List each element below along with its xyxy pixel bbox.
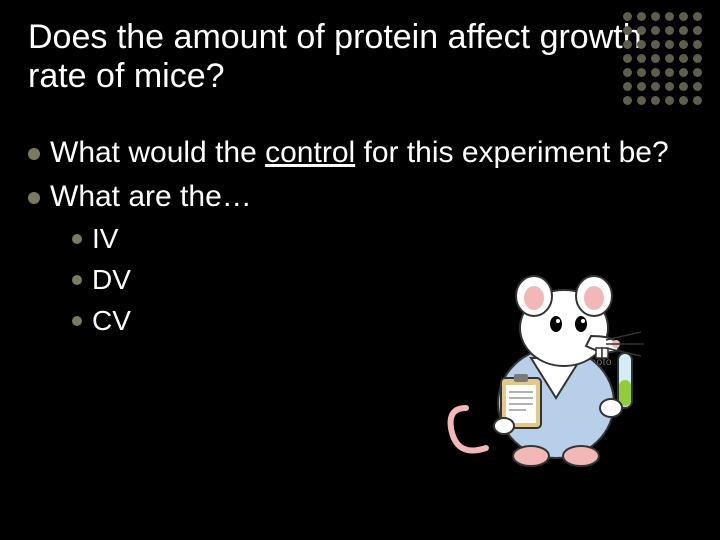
bullet-text: CV — [92, 303, 131, 338]
bullet-text-underlined: control — [265, 136, 355, 169]
bullet-text: IV — [92, 221, 118, 256]
bullet-text: for this experiment be? — [355, 136, 669, 169]
sub-bullet-iv: IV — [72, 221, 692, 256]
lab-mouse-illustration — [446, 258, 666, 468]
bullet-dot-icon — [28, 148, 40, 160]
corner-dot-grid — [623, 12, 702, 105]
bullet-dot-icon — [72, 234, 82, 244]
bullet-text: What would the — [50, 136, 265, 169]
bullet-dot-icon — [28, 192, 40, 204]
bullet-dot-icon — [72, 316, 82, 326]
bullet-control-question: What would the control for this experime… — [28, 134, 692, 172]
bullet-dot-icon — [72, 275, 82, 285]
bullet-text: What are the… — [50, 178, 252, 216]
bullet-text: DV — [92, 262, 131, 297]
slide-title: Does the amount of protein affect growth… — [0, 0, 720, 106]
bullet-what-are-the: What are the… — [28, 178, 692, 216]
